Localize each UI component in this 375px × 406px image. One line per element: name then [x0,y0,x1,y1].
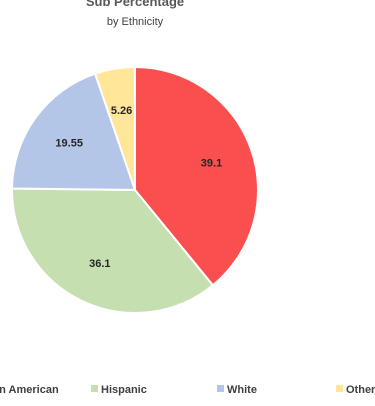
chart-subtitle: by Ethnicity [107,16,164,28]
pie-slice-african-american [134,65,259,287]
pie-slice-labels: 39.1 36.1 19.55 5.26 [55,105,222,270]
legend-swatch-white [217,385,224,392]
legend-label-african-american: African American [0,384,59,396]
pie-slice-hispanic [11,187,215,314]
pie-slice-other [93,65,136,191]
legend-label-hispanic: Hispanic [101,384,147,396]
data-label-african-american: 39.1 [201,158,222,170]
chart-legend: African American Hispanic White Other [0,384,375,396]
data-label-white: 19.55 [55,137,83,149]
data-label-hispanic: 36.1 [89,258,110,270]
legend-label-white: White [227,384,257,396]
legend-item-african-american: African American [0,384,59,396]
legend-swatch-hispanic [91,385,98,392]
legend-item-white: White [217,384,257,396]
chart-title: Sub Percentage [86,0,184,9]
pie-slices [10,65,259,314]
legend-swatch-other [336,385,343,392]
legend-item-hispanic: Hispanic [91,384,147,396]
data-label-other: 5.26 [111,105,132,117]
legend-label-other: Other [346,384,375,396]
legend-item-other: Other [336,384,375,396]
